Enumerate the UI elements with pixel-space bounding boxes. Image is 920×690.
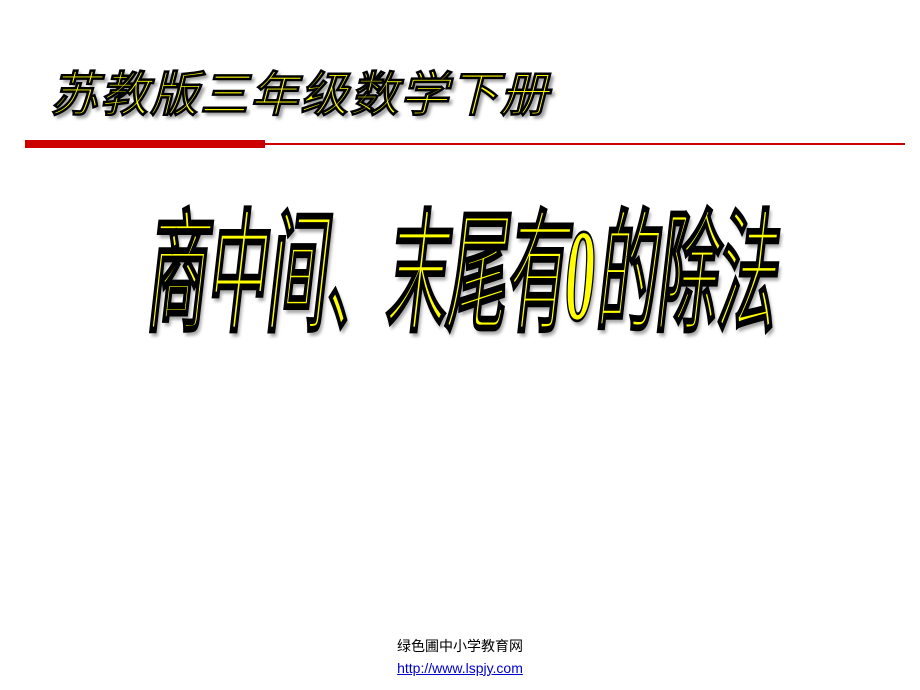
main-title-text: 商中间、末尾有0的除法 bbox=[145, 203, 775, 348]
divider-thick bbox=[25, 140, 265, 148]
header-title: 苏教版三年级数学下册 bbox=[50, 55, 550, 125]
footer-org-text: 绿色圃中小学教育网 bbox=[0, 638, 920, 658]
header-title-text: 苏教版三年级数学下册 bbox=[50, 55, 550, 125]
footer-url-link[interactable]: http://www.lspjy.com bbox=[397, 660, 523, 676]
divider-thin bbox=[265, 143, 905, 145]
divider bbox=[25, 140, 905, 150]
footer: 绿色圃中小学教育网 http://www.lspjy.com bbox=[0, 638, 920, 680]
main-title: 商中间、末尾有0的除法 bbox=[0, 168, 920, 359]
